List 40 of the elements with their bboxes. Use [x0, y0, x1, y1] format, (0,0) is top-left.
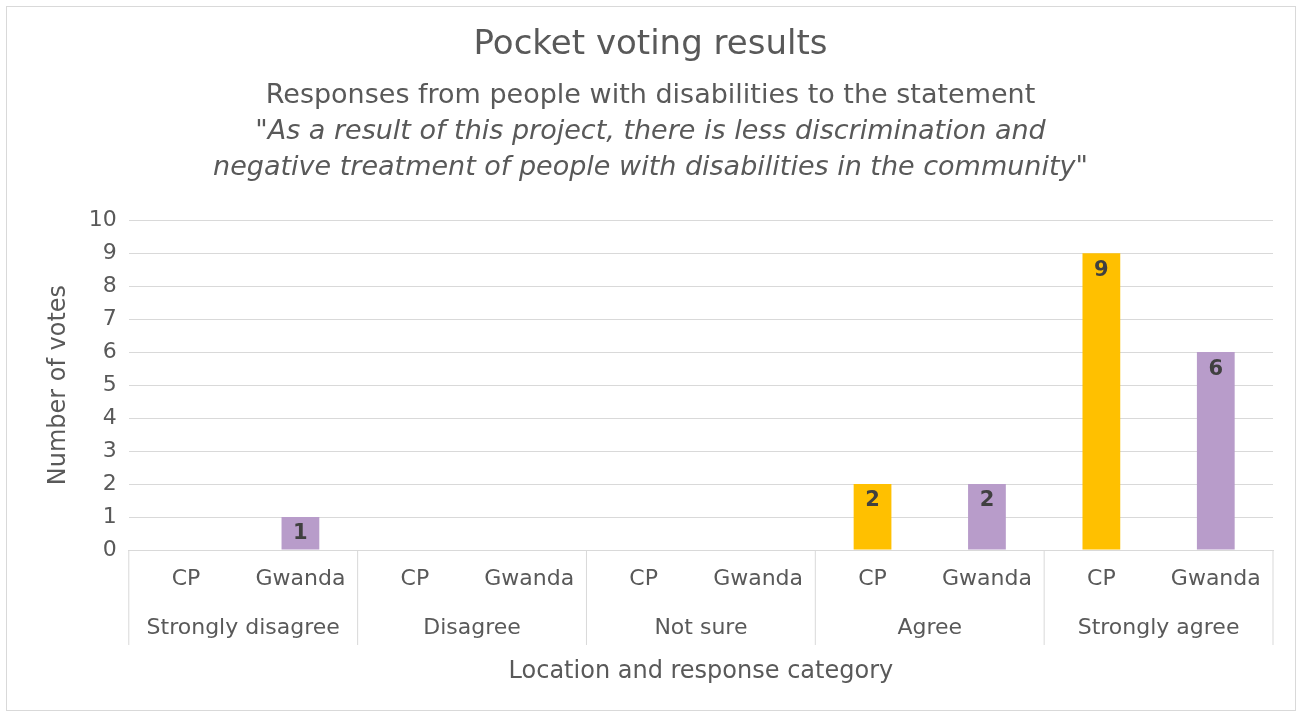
y-axis-title: Number of votes	[42, 284, 71, 486]
text: Strongly agree	[1077, 613, 1240, 639]
y-tick-label: 9	[102, 238, 117, 264]
x-tick-label: Gwanda	[255, 564, 346, 590]
bar	[1082, 253, 1121, 550]
data-label: 2	[865, 487, 880, 512]
y-tick-label: 7	[102, 304, 117, 330]
y-tick-label: 5	[102, 370, 117, 396]
bar	[853, 484, 892, 550]
x-tick-label: CP	[858, 564, 887, 590]
x-axis-title: Location and response category	[508, 656, 894, 685]
x-tick-label: Gwanda	[1170, 564, 1261, 590]
x-tick-label: Gwanda	[484, 564, 575, 590]
y-tick-label: 4	[102, 403, 117, 429]
text: Agree	[897, 613, 963, 639]
data-label: 2	[979, 487, 995, 512]
y-tick-label: 8	[102, 271, 117, 297]
x-tick-label: Gwanda	[713, 564, 804, 590]
bar	[1196, 352, 1235, 550]
data-label: 9	[1094, 256, 1109, 281]
chart-subtitle: Responses from people with disabilities to the statement "As a result of this project, there is less discrimination and negative treatment of people with disabilities in the community"	[212, 77, 1089, 183]
y-tick-label: 2	[102, 469, 117, 495]
text: Not sure	[654, 613, 748, 639]
x-tick-label: CP	[629, 564, 659, 590]
bar	[281, 517, 320, 550]
y-tick-label: 0	[102, 535, 117, 561]
y-tick-label: 10	[88, 205, 117, 231]
y-tick-label: 3	[102, 436, 117, 462]
chart-title: Pocket voting results	[472, 22, 829, 62]
text: Disagree	[423, 613, 521, 639]
x-tick-label: CP	[400, 564, 430, 590]
y-tick-label: 1	[102, 502, 117, 528]
x-tick-label: Gwanda	[941, 564, 1032, 590]
y-tick-label: 6	[102, 337, 117, 363]
text: Strongly disagree	[146, 613, 340, 639]
data-label: 6	[1208, 355, 1224, 380]
bar	[968, 484, 1006, 550]
data-label: 1	[293, 520, 308, 545]
x-tick-label: CP	[171, 564, 201, 590]
x-tick-label: CP	[1087, 564, 1116, 590]
